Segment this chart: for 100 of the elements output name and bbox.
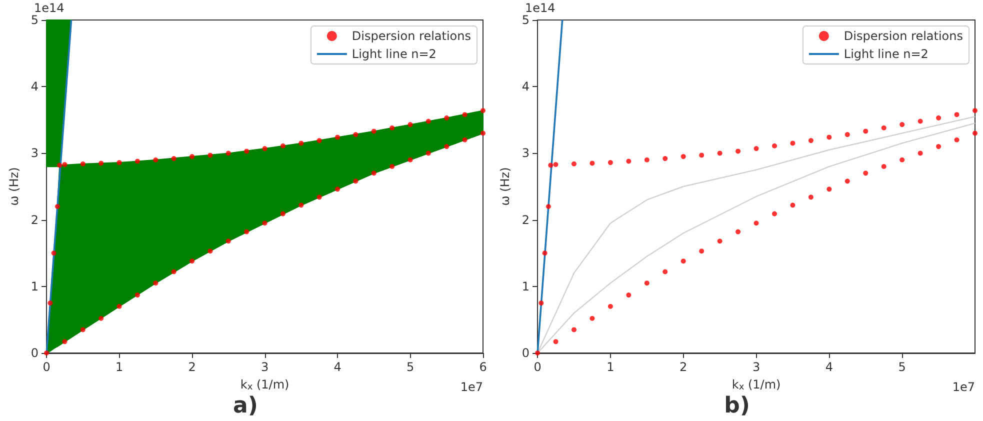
point <box>134 292 140 298</box>
point <box>353 132 358 138</box>
point <box>208 248 213 254</box>
point <box>954 112 960 118</box>
point <box>754 146 759 152</box>
point <box>262 220 268 226</box>
x-tick-label: 0 <box>42 360 50 374</box>
point <box>48 300 53 306</box>
point <box>80 161 86 166</box>
point <box>316 194 322 200</box>
point <box>390 125 395 130</box>
point <box>972 130 978 136</box>
point <box>546 204 551 209</box>
point <box>298 140 304 146</box>
y-tick-label: 2 <box>522 212 530 227</box>
point <box>208 152 213 158</box>
point <box>390 164 395 170</box>
y-tick-label: 2 <box>30 212 39 227</box>
point <box>553 339 558 344</box>
point <box>918 150 923 156</box>
point <box>936 144 942 150</box>
x-tick-label: 5 <box>406 360 414 374</box>
point <box>244 229 250 234</box>
legend-label: Light line n=2 <box>352 47 436 61</box>
point <box>936 115 942 120</box>
point <box>98 160 104 166</box>
point <box>918 118 923 124</box>
point <box>548 162 554 168</box>
point <box>62 162 68 168</box>
x-tick-label: 2 <box>680 360 688 374</box>
point <box>426 150 431 156</box>
point <box>900 157 905 162</box>
point <box>954 137 960 142</box>
point <box>608 304 613 309</box>
text: 1e14 <box>525 1 556 15</box>
point <box>62 339 68 344</box>
point <box>553 162 558 168</box>
point <box>262 146 268 152</box>
y-tick-label: 1 <box>522 279 530 294</box>
point <box>608 160 613 166</box>
point <box>316 138 322 144</box>
point <box>98 316 104 321</box>
point <box>662 269 668 274</box>
point <box>736 148 741 154</box>
point <box>844 132 850 138</box>
text: 1e7 <box>460 380 484 394</box>
point <box>371 128 376 134</box>
point <box>542 250 548 256</box>
point <box>353 178 358 184</box>
point <box>863 128 868 134</box>
point <box>626 158 632 164</box>
point <box>116 304 122 309</box>
point <box>54 204 60 209</box>
point <box>226 238 231 244</box>
point <box>535 350 540 356</box>
point <box>808 138 814 144</box>
point <box>51 250 56 256</box>
point <box>462 137 468 142</box>
point <box>844 178 850 184</box>
x-tick-label: 3 <box>752 360 760 374</box>
text: 1e14 <box>34 1 64 15</box>
point <box>736 229 741 234</box>
x-tick-label: 2 <box>188 360 196 374</box>
point <box>571 327 576 332</box>
point <box>754 220 759 226</box>
point <box>699 152 704 158</box>
x-tick-label: 1 <box>115 360 124 374</box>
point <box>717 238 722 244</box>
x-tick-label: 6 <box>479 360 487 374</box>
point <box>881 125 886 130</box>
point <box>226 150 231 156</box>
y-tick-label: 0 <box>30 346 39 360</box>
point <box>972 108 978 114</box>
legend-label: Dispersion relations <box>352 29 472 43</box>
y-tick-label: 4 <box>522 80 530 94</box>
y-tick-label: 1 <box>30 279 39 294</box>
y-tick-label: 3 <box>30 146 39 160</box>
point <box>826 134 832 140</box>
point <box>408 157 413 162</box>
point <box>590 160 595 166</box>
point <box>808 194 814 200</box>
point <box>80 327 86 332</box>
text: a) <box>233 394 258 418</box>
point <box>480 130 486 136</box>
point <box>408 122 413 128</box>
point <box>116 160 122 166</box>
point <box>57 162 62 168</box>
point <box>462 112 468 118</box>
y-axis-title: ω (Hz) <box>7 167 21 206</box>
point <box>680 258 686 264</box>
point <box>717 150 722 156</box>
legend-label: Dispersion relations <box>844 29 964 43</box>
x-tick-label: 1 <box>606 360 614 374</box>
legend-label: Light line n=2 <box>844 47 928 61</box>
text: 1e7 <box>952 380 976 394</box>
point <box>335 134 340 140</box>
x-tick-label: 0 <box>534 360 542 374</box>
point <box>626 292 632 298</box>
point <box>444 115 450 120</box>
point <box>298 202 304 208</box>
